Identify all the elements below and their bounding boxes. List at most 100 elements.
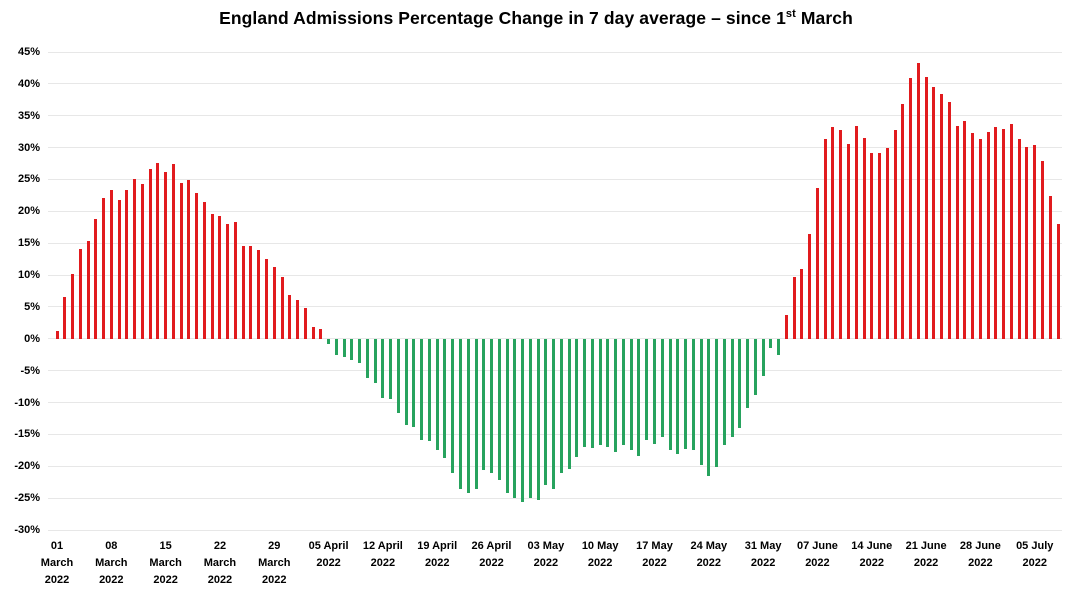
x-axis-tick-line: March <box>149 557 182 569</box>
bar-2022-03-12 <box>140 183 144 339</box>
gridline <box>48 306 1062 308</box>
bar-2022-05-19 <box>668 338 672 450</box>
x-axis-tick-line: 2022 <box>750 557 776 569</box>
x-axis-tick-label: 10 May 2022 <box>568 538 632 572</box>
y-axis-tick-label: 45% <box>17 46 40 58</box>
x-axis-tick-line: 2022 <box>533 557 559 569</box>
x-axis-tick-line: 12 April <box>362 540 403 552</box>
bar-2022-06-07 <box>815 187 819 339</box>
bar-2022-03-28 <box>265 259 268 339</box>
bar-2022-03-22 <box>218 216 222 339</box>
bar-2022-04-06 <box>334 338 338 356</box>
bar-2022-04-02 <box>303 307 307 339</box>
bar-2022-06-16 <box>885 147 889 339</box>
bar-2022-06-04 <box>792 276 796 339</box>
bar-2022-03-03 <box>71 274 75 339</box>
x-axis-tick-line: 24 May <box>690 540 728 552</box>
x-axis-tick-line: 17 May <box>636 540 673 552</box>
bar-2022-06-03 <box>784 315 788 339</box>
bar-2022-06-17 <box>893 129 897 339</box>
bar-2022-06-19 <box>909 78 913 339</box>
bar-2022-05-09 <box>590 338 594 448</box>
bar-2022-06-28 <box>978 139 982 339</box>
x-axis-tick-line: 2022 <box>44 574 70 586</box>
bar-2022-05-04 <box>552 338 556 489</box>
bar-2022-03-14 <box>156 162 160 339</box>
bar-2022-06-13 <box>862 138 866 339</box>
x-axis-tick-line: 01 <box>50 540 64 552</box>
gridline <box>48 147 1062 149</box>
bar-2022-04-07 <box>342 338 346 357</box>
x-axis-tick-line: 2022 <box>316 557 341 569</box>
bar-2022-03-16 <box>171 164 175 339</box>
x-axis-tick-line: 31 May <box>744 540 782 552</box>
gridline <box>48 274 1062 276</box>
bar-2022-04-12 <box>381 338 385 399</box>
y-axis-tick-label: 20% <box>17 205 40 218</box>
x-axis-tick-label: 31 May 2022 <box>731 538 795 572</box>
bar-2022-03-07 <box>102 197 106 339</box>
bar-2022-04-19 <box>435 338 439 450</box>
bar-2022-06-20 <box>916 63 920 339</box>
bar-2022-06-22 <box>932 87 936 339</box>
bar-2022-07-08 <box>1056 224 1060 339</box>
x-axis-tick-line: 2022 <box>99 574 124 586</box>
bar-2022-03-02 <box>63 296 67 339</box>
bar-2022-04-05 <box>327 338 331 344</box>
bar-2022-03-26 <box>249 245 253 339</box>
y-axis-tick-label: 25% <box>17 173 40 186</box>
x-axis-tick-label: 15 March 2022 <box>134 538 198 589</box>
bar-2022-05-20 <box>676 338 680 454</box>
bar-2022-04-15 <box>404 338 408 425</box>
bar-2022-07-05 <box>1033 145 1037 339</box>
x-axis-tick-line: March <box>95 557 128 569</box>
bar-2022-05-07 <box>575 338 579 457</box>
bar-2022-04-30 <box>521 338 525 502</box>
gridline <box>48 51 1062 53</box>
gridline <box>48 497 1062 499</box>
x-axis-tick-line: March <box>203 557 237 569</box>
x-axis-tick-label: 29 March 2022 <box>242 538 306 589</box>
bar-2022-06-27 <box>971 132 975 339</box>
bar-2022-06-23 <box>940 94 944 339</box>
x-axis-tick-label: 12 April 2022 <box>351 538 415 572</box>
bar-2022-07-04 <box>1025 146 1029 339</box>
chart-title: England Admissions Percentage Change in … <box>0 8 1072 29</box>
bar-2022-03-09 <box>117 199 121 339</box>
bar-2022-04-27 <box>497 338 501 480</box>
bar-2022-03-17 <box>179 182 183 339</box>
bar-2022-03-31 <box>288 294 292 339</box>
bar-2022-03-08 <box>109 189 113 339</box>
bar-2022-05-13 <box>621 338 625 446</box>
bar-2022-03-21 <box>210 213 214 339</box>
bar-2022-03-20 <box>202 202 206 339</box>
x-axis-tick-line: 10 May <box>581 540 619 552</box>
chart-title-tail: March <box>795 8 853 28</box>
bar-2022-05-17 <box>652 338 656 444</box>
y-axis-tick-label: 40% <box>17 77 40 90</box>
x-axis-tick-label: 19 April 2022 <box>405 538 469 572</box>
gridline <box>48 242 1062 244</box>
gridline <box>48 178 1062 180</box>
bar-2022-06-10 <box>839 129 843 339</box>
bar-2022-06-29 <box>986 132 990 339</box>
bar-2022-05-27 <box>730 338 734 437</box>
chart-title-superscript: st <box>785 8 796 21</box>
bar-2022-03-11 <box>133 179 137 339</box>
x-axis-tick-label: 05 April 2022 <box>297 538 361 572</box>
bar-2022-06-09 <box>831 127 835 339</box>
bar-2022-04-09 <box>358 338 362 363</box>
x-axis-tick-line: 2022 <box>805 557 830 569</box>
bar-2022-05-28 <box>738 338 742 429</box>
bar-2022-04-17 <box>420 338 424 441</box>
bar-2022-07-06 <box>1040 160 1044 339</box>
y-axis-tick-label: 10% <box>17 269 40 282</box>
x-axis-tick-line: 2022 <box>153 574 178 586</box>
x-axis-tick-line: 15 <box>159 540 172 552</box>
bar-2022-05-10 <box>598 338 602 446</box>
bar-2022-06-21 <box>924 76 928 339</box>
bar-2022-06-26 <box>963 120 967 339</box>
bar-2022-04-25 <box>482 338 486 471</box>
y-axis-tick-label: 0% <box>24 332 40 345</box>
bar-2022-05-16 <box>645 338 649 441</box>
